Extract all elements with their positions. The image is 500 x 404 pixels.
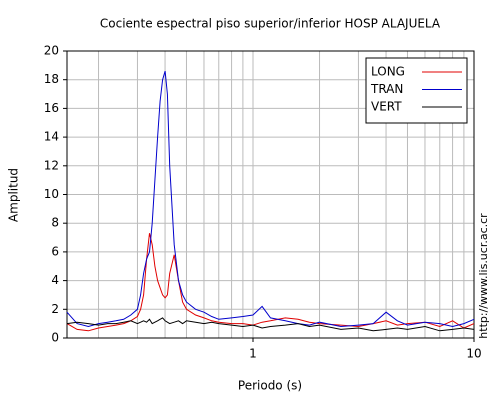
data-line — [66, 317, 475, 332]
legend-label: VERT — [371, 100, 402, 114]
legend-label: TRAN — [370, 82, 403, 96]
y-tick-label: 10 — [44, 187, 59, 201]
chart-title: Cociente espectral piso superior/inferio… — [100, 17, 441, 31]
y-tick-label: 4 — [51, 273, 59, 287]
legend-label: LONG — [371, 65, 405, 79]
y-tick-label: 8 — [51, 216, 59, 230]
y-tick-label: 20 — [44, 44, 59, 58]
plot-frame — [66, 50, 475, 339]
y-axis-title: Amplitud — [7, 168, 21, 222]
legend-box — [365, 57, 468, 124]
y-tick-label: 12 — [44, 158, 59, 172]
data-line — [66, 70, 475, 328]
annotation: http://www.lis.ucr.ac.cr — [477, 213, 490, 339]
y-tick-label: 0 — [51, 331, 59, 345]
x-tick-label: 1 — [249, 347, 257, 361]
y-tick-label: 6 — [51, 244, 59, 258]
y-tick-label: 18 — [44, 72, 59, 86]
y-tick-label: 14 — [44, 130, 59, 144]
y-tick-label: 16 — [44, 101, 59, 115]
x-axis-title: Periodo (s) — [238, 379, 302, 393]
y-tick-label: 2 — [51, 302, 59, 316]
x-tick-label: 10 — [466, 347, 481, 361]
